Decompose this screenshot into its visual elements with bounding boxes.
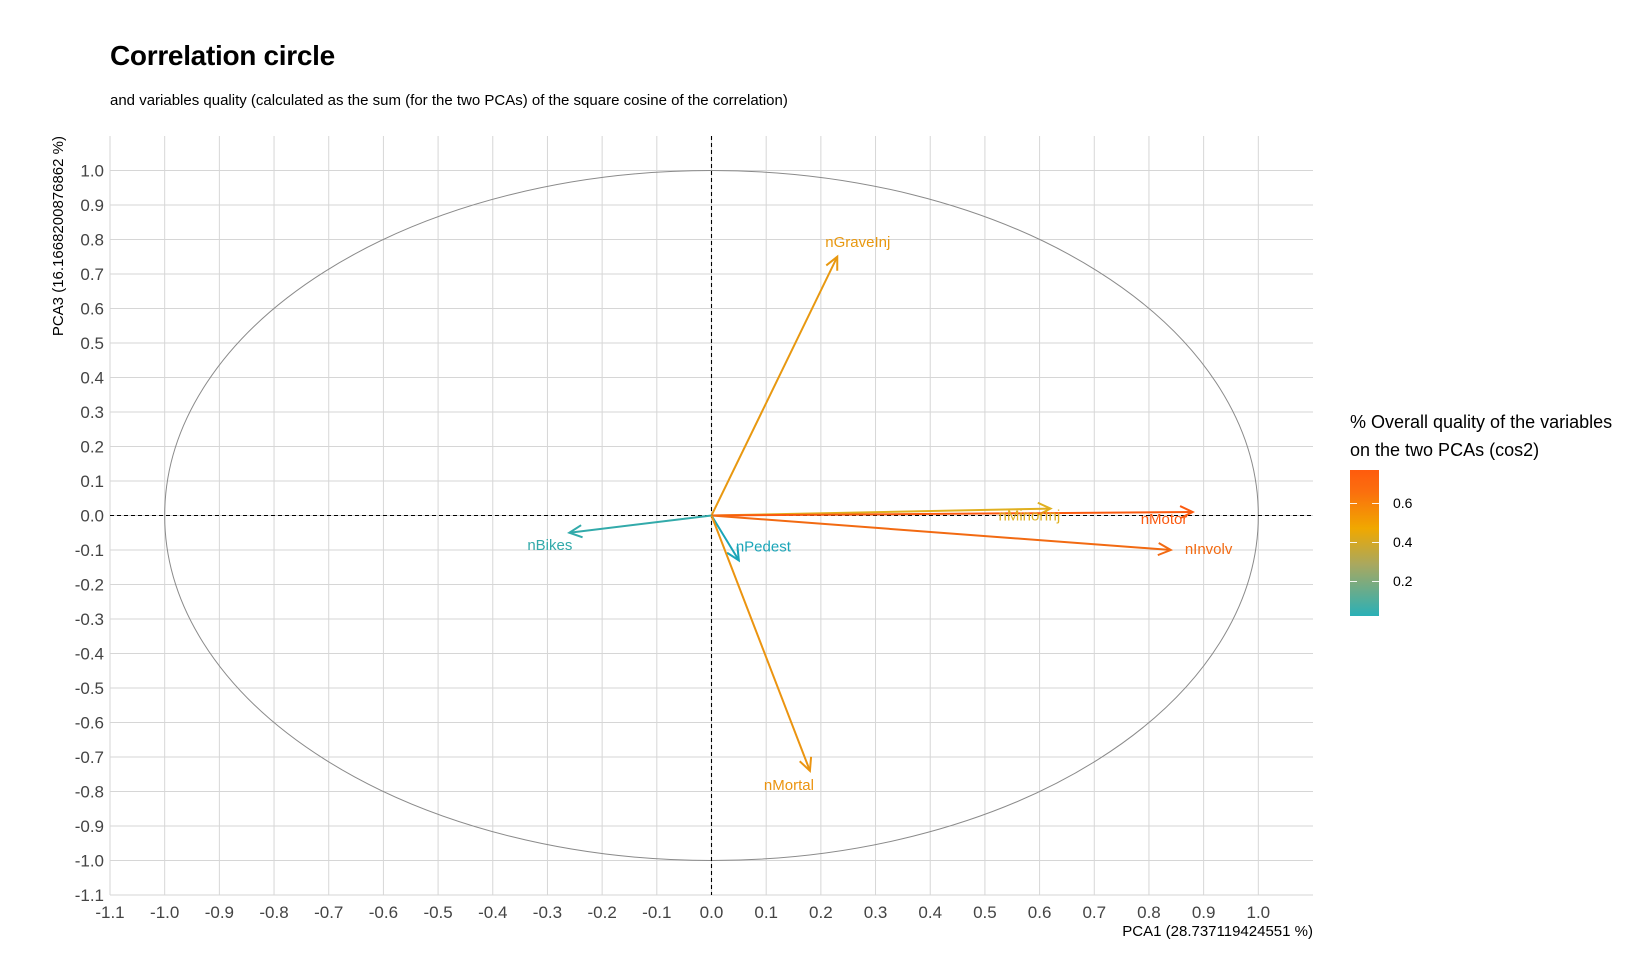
y-tick-label: -0.4 xyxy=(75,645,104,664)
x-tick-label: 0.3 xyxy=(864,903,888,922)
label-nMinorInj: nMinorInj xyxy=(999,508,1061,525)
label-nMortal: nMortal xyxy=(764,777,814,794)
x-tick-label: 0.2 xyxy=(809,903,833,922)
label-nBikes: nBikes xyxy=(527,537,572,554)
x-tick-label: 0.9 xyxy=(1192,903,1216,922)
x-tick-label: -0.7 xyxy=(314,903,343,922)
arrowhead-nGraveInj xyxy=(825,254,839,271)
x-tick-label: -0.3 xyxy=(533,903,562,922)
x-tick-label: 0.1 xyxy=(754,903,778,922)
x-tick-label: -0.4 xyxy=(478,903,507,922)
y-tick-label: 0.2 xyxy=(80,438,104,457)
arrowhead-nPedest xyxy=(726,546,741,563)
x-tick-label: 0.8 xyxy=(1137,903,1161,922)
y-tick-label: 0.6 xyxy=(80,300,104,319)
x-tick-label: -0.5 xyxy=(423,903,452,922)
x-tick-label: 0.7 xyxy=(1082,903,1106,922)
y-tick-label: 0.3 xyxy=(80,403,104,422)
legend-tick-mark xyxy=(1350,580,1357,582)
x-tick-label: 0.0 xyxy=(700,903,724,922)
x-axis-label: PCA1 (28.737119424551 %) xyxy=(1122,923,1313,940)
x-tick-label: -0.2 xyxy=(587,903,616,922)
arrow-nMortal xyxy=(710,515,811,772)
label-nGraveInj: nGraveInj xyxy=(825,234,890,251)
x-tick-label: -0.9 xyxy=(205,903,234,922)
legend-title: % Overall quality of the variables on th… xyxy=(1350,408,1650,464)
legend-tick-mark xyxy=(1372,580,1379,582)
label-nMotor: nMotor xyxy=(1141,511,1188,528)
x-tick-label: 0.6 xyxy=(1028,903,1052,922)
y-tick-label: 0.9 xyxy=(80,196,104,215)
x-tick-label: -0.8 xyxy=(259,903,288,922)
legend-tick-mark xyxy=(1372,542,1379,544)
y-tick-label: -0.2 xyxy=(75,576,104,595)
arrow-nPedest xyxy=(710,514,740,561)
x-tick-label: -1.1 xyxy=(95,903,124,922)
legend-tick-mark xyxy=(1372,503,1379,505)
label-nInvolv: nInvolv xyxy=(1185,541,1233,558)
y-tick-label: 0.4 xyxy=(80,369,104,388)
legend-tick-label: 0.4 xyxy=(1393,534,1413,551)
legend-tick-label: 0.2 xyxy=(1393,572,1413,589)
arrowhead-nInvolv xyxy=(1157,542,1174,557)
y-tick-label: 1.0 xyxy=(80,162,104,181)
y-tick-label: -0.9 xyxy=(75,817,104,836)
variable-arrows xyxy=(567,254,1195,773)
legend-tick-mark xyxy=(1350,542,1357,544)
arrow-nInvolv xyxy=(711,514,1171,551)
x-tick-label: 0.4 xyxy=(918,903,942,922)
arrowhead-nMortal xyxy=(799,756,813,773)
legend-tick-mark xyxy=(1350,503,1357,505)
y-tick-label: -1.1 xyxy=(75,886,104,905)
y-tick-label: -0.6 xyxy=(75,714,104,733)
y-tick-label: 0.8 xyxy=(80,231,104,250)
x-tick-label: -1.0 xyxy=(150,903,179,922)
y-tick-label: 0.0 xyxy=(80,507,104,526)
x-tick-label: -0.1 xyxy=(642,903,671,922)
label-nPedest: nPedest xyxy=(736,538,792,555)
y-tick-label: -0.1 xyxy=(75,541,104,560)
y-tick-label: 0.7 xyxy=(80,265,104,284)
arrowhead-nBikes xyxy=(567,524,583,539)
arrowhead-nMotor xyxy=(1179,505,1195,520)
y-tick-label: -0.3 xyxy=(75,610,104,629)
legend-title-line2: on the two PCAs (cos2) xyxy=(1350,440,1540,460)
y-axis-label: PCA3 (16.166820087686​2 %) xyxy=(50,136,67,336)
tick-labels: -1.1 -1.0 -0.9 -0.8 -0.7 -0.6 -0.5 -0.4 -0.3 -0.2… xyxy=(75,162,1270,923)
y-tick-label: -0.7 xyxy=(75,748,104,767)
chart-title: Correlation circle xyxy=(110,40,335,71)
legend-title-line1: % Overall quality of the variables xyxy=(1350,412,1613,432)
arrow-nBikes xyxy=(569,514,712,534)
y-tick-label: -0.5 xyxy=(75,679,104,698)
chart-subtitle: and variables quality (calculated as the… xyxy=(110,92,788,109)
arrow-nGraveInj xyxy=(710,256,839,516)
legend-colorbar-group: 0.6 0.4 0.2 xyxy=(1350,470,1650,620)
legend: % Overall quality of the variables on th… xyxy=(1350,408,1650,620)
y-tick-label: -0.8 xyxy=(75,783,104,802)
arrow-nMotor xyxy=(711,511,1193,517)
y-tick-label: 0.5 xyxy=(80,334,104,353)
y-tick-label: 0.1 xyxy=(80,472,104,491)
y-tick-label: -1.0 xyxy=(75,852,104,871)
x-tick-label: 0.5 xyxy=(973,903,997,922)
variable-labels: nGraveInj nMinorInj nMotor nInvolv nBikes nPe… xyxy=(527,234,1233,794)
x-tick-label: 1.0 xyxy=(1246,903,1270,922)
legend-tick-label: 0.6 xyxy=(1393,495,1413,512)
x-tick-label: -0.6 xyxy=(369,903,398,922)
